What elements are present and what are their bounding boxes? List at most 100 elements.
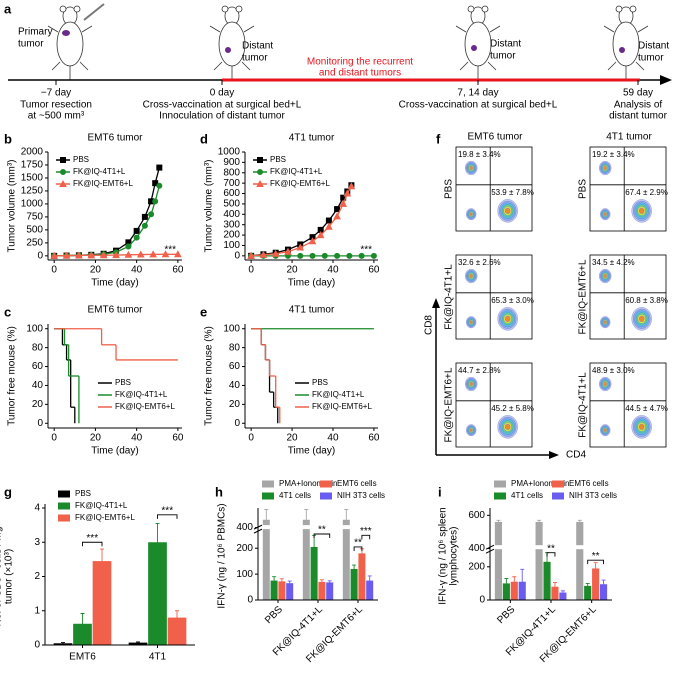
y-axis-label: Tumor free mouse (%) [204,326,215,426]
bar [350,568,358,600]
error-bar [175,610,179,625]
legend-label: FK@IQ-EMT6+L [73,179,133,188]
contour [639,207,645,214]
panel-label: e [200,304,207,319]
y-tick-label: 200 [468,561,485,572]
legend-label: FK@IQ-4T1+L [270,167,323,176]
timeline-event: at ~500 mm³ [28,111,85,122]
flow-column-title: EMT6 tumor [467,132,523,143]
y-tick-label: 600 [223,188,240,199]
mouse [455,5,501,80]
annotation: ** [354,538,362,549]
y-tick-label: 250 [26,238,43,249]
error-bar [593,562,598,575]
legend-swatch [494,480,506,488]
legend-label: FK@IQ-EMT6+L [312,402,372,411]
timeline-day: −7 day [41,88,71,99]
tumor [62,30,70,36]
contour [469,320,473,324]
y-tick-label: 750 [26,212,43,223]
marker [87,251,96,259]
annotation: *** [164,245,176,256]
x-tick-label: 60 [172,433,184,444]
panel-label: b [4,131,12,146]
y-tick-label: 1000 [218,147,241,158]
timeline-arrowhead [660,75,672,85]
y-tick-label: 800 [223,167,240,178]
timeline-label: tumor [638,53,664,64]
marker [325,217,332,224]
marker [152,180,159,187]
y-axis-label: No. of CD8⁺ cells / mg [0,527,4,627]
y-tick-label: 2 [34,571,40,582]
marker [99,251,108,259]
marker [257,169,263,175]
legend-swatch [552,492,564,500]
marker [156,182,163,189]
bar [167,617,187,645]
x-tick-label: 40 [327,433,339,444]
error-bar [279,578,284,585]
bar [342,519,350,600]
legend-swatch [58,514,70,522]
y-tick-label: 0 [247,595,253,606]
error-bar [504,577,509,589]
error-bar [552,582,557,592]
contour [603,274,607,278]
y-tick-label: 500 [223,199,240,210]
timeline-label: Distant [490,39,521,50]
bar [366,580,374,600]
flow-percent: 19.8 ± 3.4% [458,150,501,159]
x-axis-label: Time (day) [288,278,335,289]
legend-swatch [494,492,506,500]
y-tick-label: 0 [234,250,240,261]
bar [535,521,543,600]
y-axis-label: Tumor volume (mm³) [204,160,215,253]
timeline-day: 59 day [623,88,653,99]
contour [639,315,645,322]
timeline-label: tumor [242,53,268,64]
panel-label: a [4,1,12,16]
y-tick-label: 40 [32,380,44,391]
x-tick-label: 60 [368,433,380,444]
bar [592,568,600,600]
y-tick-label: 0 [34,640,40,651]
legend-label: FK@IQ-4T1+L [115,390,168,399]
marker [133,227,140,234]
x-tick-label: EMT6 [69,652,96,663]
marker [358,252,365,259]
x-tick-label: 20 [90,265,102,276]
bar [262,519,270,600]
y-tick-label: 80 [229,342,241,353]
y-tick-label: 3 [34,537,40,548]
chart-title: 4T1 tumor [289,305,335,316]
significance-bracket [546,552,556,557]
timeline-label: Distant [638,41,669,52]
y-tick-label: 4 [34,503,40,514]
annotation: *** [161,505,173,516]
annotation: *** [360,526,372,537]
legend-label: PBS [75,489,91,498]
error-bar [520,568,525,595]
contour [469,428,473,432]
timeline-event: Cross-vaccination at surgical bed+L [143,100,302,111]
tumor [619,47,625,53]
marker [50,251,59,259]
y-tick-label: 600 [468,510,485,521]
contour [505,423,511,430]
legend-label: NIH 3T3 cells [569,491,617,500]
significance-bracket [353,546,363,551]
x-tick-label: 0 [248,433,254,444]
x-tick-label: 0 [51,433,57,444]
timeline-event: Cross-vaccination at surgical bed+L [399,100,558,111]
legend-label: 4T1 cells [511,491,543,500]
bar [599,584,608,600]
timeline-event: Analysis of [614,100,663,111]
panel-label: d [200,131,208,146]
error-bar [537,519,542,525]
flow-percent: 65.3 ± 3.0% [491,296,534,305]
flow-row-label: PBS [444,179,455,199]
error-bar [585,582,590,589]
marker [62,251,71,259]
